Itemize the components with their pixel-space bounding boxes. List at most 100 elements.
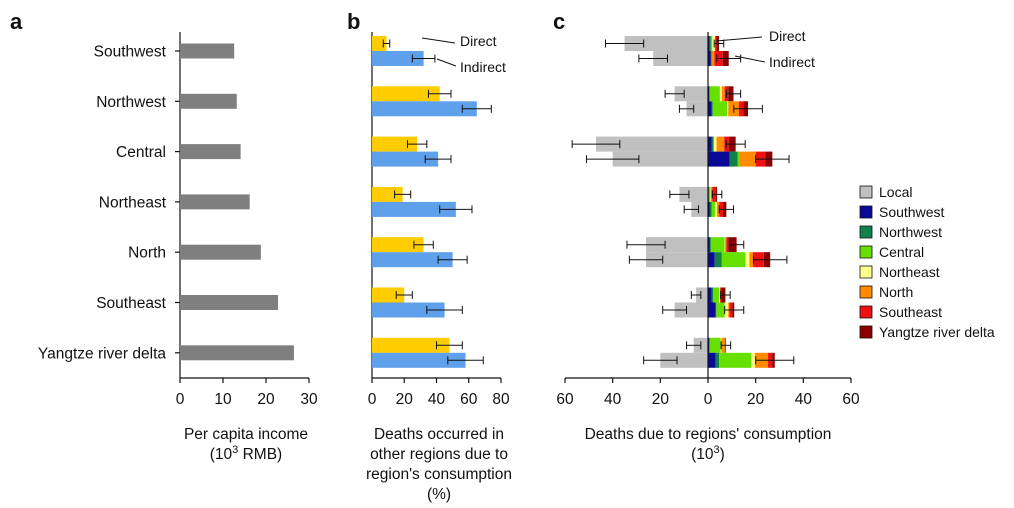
error-bar bbox=[628, 255, 664, 264]
error-bar bbox=[424, 155, 452, 164]
error-bar bbox=[413, 240, 434, 249]
panel-c-tick-label: 40 bbox=[795, 391, 813, 408]
error-bar bbox=[686, 341, 702, 350]
error-bar bbox=[662, 306, 688, 314]
stack-segment-northwest bbox=[709, 237, 711, 253]
panel-b-tick-label: 0 bbox=[368, 391, 377, 408]
indirect-annotation: Indirect bbox=[460, 59, 506, 75]
stack-segment-northwest bbox=[715, 352, 720, 368]
stack-segment-north bbox=[749, 252, 754, 268]
income-bar bbox=[180, 244, 261, 260]
error-bar bbox=[716, 54, 742, 63]
error-bar bbox=[755, 356, 795, 365]
panel-a-tick-label: 30 bbox=[300, 391, 318, 408]
error-bar bbox=[643, 356, 678, 365]
local-deaths-bar bbox=[674, 302, 708, 318]
panel-c-tick-label: 60 bbox=[842, 391, 860, 408]
panel-a-tick-label: 10 bbox=[214, 391, 232, 408]
error-bar bbox=[571, 140, 621, 149]
error-bar bbox=[426, 306, 463, 314]
stack-segment-southwest bbox=[708, 51, 711, 66]
stack-segment-central bbox=[709, 86, 720, 102]
income-bar bbox=[180, 295, 279, 310]
error-bar bbox=[713, 39, 725, 48]
direct-pointer bbox=[421, 37, 456, 44]
stack-segment-northwest bbox=[710, 51, 712, 66]
local-deaths-bar bbox=[646, 252, 708, 268]
panel-a-letter: a bbox=[10, 9, 23, 34]
category-label: Northeast bbox=[99, 194, 167, 211]
stack-segment-central bbox=[716, 302, 725, 318]
legend-item: Local bbox=[859, 184, 912, 200]
stack-segment-northeast bbox=[719, 86, 722, 102]
panel-a-tick-label: 0 bbox=[176, 391, 185, 408]
panel-c-x-axis-label: Deaths due to regions' consumption bbox=[585, 426, 832, 443]
indirect-share-bar bbox=[372, 101, 477, 117]
stack-segment-central bbox=[712, 101, 728, 117]
panel-b-tick-label: 60 bbox=[460, 391, 478, 408]
panel-b-x-axis-label: Deaths occurred in other regions due to re… bbox=[366, 426, 512, 503]
panel-c-tick-label: 40 bbox=[604, 391, 622, 408]
income-bar bbox=[180, 43, 235, 59]
local-deaths-bar bbox=[686, 101, 708, 117]
error-bar bbox=[669, 190, 690, 199]
legend-swatch bbox=[859, 305, 873, 319]
income-bar bbox=[180, 144, 241, 160]
stack-segment-northwest bbox=[715, 302, 717, 318]
local-deaths-bar bbox=[696, 287, 708, 303]
legend-label: North bbox=[879, 284, 913, 300]
stack-segment-southeast bbox=[726, 237, 729, 253]
legend: Local Southwest Northwest Central Northeast N… bbox=[859, 184, 995, 340]
stack-segment-northeast bbox=[727, 101, 729, 117]
local-deaths-bar bbox=[624, 36, 708, 51]
legend-item: Northeast bbox=[859, 264, 940, 280]
panel-b-tick-label: 20 bbox=[396, 391, 414, 408]
direct-share-bar bbox=[372, 136, 418, 152]
indirect-share-bar bbox=[372, 252, 453, 268]
indirect-pointer bbox=[734, 55, 766, 63]
category-label: Southwest bbox=[94, 44, 167, 61]
stack-segment-northwest bbox=[711, 101, 713, 117]
stack-segment-southwest bbox=[708, 252, 715, 268]
panel-b-chart: 0 20 40 60 80 Deaths occurred in other regions… bbox=[366, 32, 512, 503]
stack-segment-northwest bbox=[729, 151, 738, 167]
indirect-annotation: Indirect bbox=[769, 54, 815, 70]
stack-segment-central bbox=[719, 352, 752, 368]
income-bar bbox=[180, 345, 294, 361]
local-deaths-bar bbox=[674, 86, 708, 102]
local-deaths-bar bbox=[691, 201, 708, 217]
legend-item: Yangtze river delta bbox=[859, 324, 995, 340]
indirect-share-bar bbox=[372, 151, 439, 167]
error-bar bbox=[724, 306, 745, 314]
stack-segment-northeast bbox=[715, 201, 717, 217]
local-deaths-bar bbox=[653, 51, 708, 66]
error-bar bbox=[411, 54, 436, 63]
legend-label: Local bbox=[879, 184, 912, 200]
stack-segment-central bbox=[710, 237, 725, 253]
stack-segment-central bbox=[721, 252, 746, 268]
stack-segment-north bbox=[725, 237, 727, 253]
stack-segment-southwest bbox=[708, 101, 712, 117]
error-bar bbox=[683, 205, 699, 214]
indirect-share-bar bbox=[372, 51, 424, 66]
legend-label: Southeast bbox=[879, 304, 942, 320]
stack-segment-central bbox=[710, 36, 713, 51]
legend-item: Southwest bbox=[859, 204, 944, 220]
direct-share-bar bbox=[372, 237, 424, 253]
stack-segment-northeast bbox=[713, 136, 717, 152]
legend-item: Northwest bbox=[859, 224, 942, 240]
stack-segment-northwest bbox=[714, 252, 722, 268]
error-bar bbox=[436, 341, 463, 350]
error-bar bbox=[406, 140, 428, 149]
error-bar bbox=[427, 89, 452, 98]
panel-c-tick-label: 20 bbox=[652, 391, 670, 408]
error-bar bbox=[664, 89, 685, 98]
panel-a-tick-label: 20 bbox=[257, 391, 275, 408]
error-bar bbox=[733, 104, 763, 113]
panel-c-tick-label: 0 bbox=[704, 391, 713, 408]
panel-b-tick-label: 80 bbox=[492, 391, 510, 408]
stack-segment-northeast bbox=[745, 252, 750, 268]
stack-segment-north bbox=[716, 136, 725, 152]
error-bar bbox=[437, 255, 468, 264]
